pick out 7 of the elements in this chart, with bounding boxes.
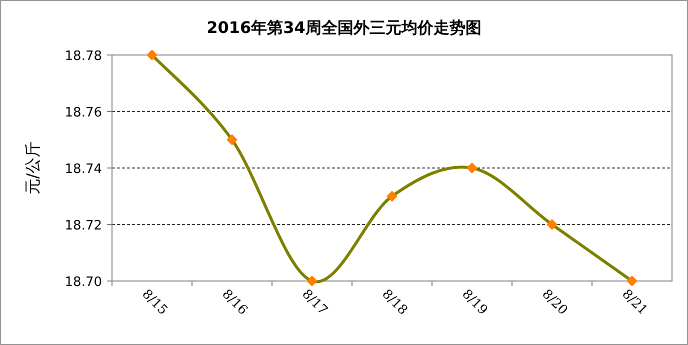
y-tick-label: 18.70 [64, 275, 102, 290]
y-tick-label: 18.76 [64, 106, 102, 120]
y-tick-label: 18.78 [64, 49, 102, 64]
y-axis-title: 元/公斤 [23, 141, 42, 195]
chart-title: 2016年第34周全国外三元均价走势图 [206, 18, 482, 37]
y-tick-label: 18.74 [64, 162, 102, 177]
y-tick-label: 18.72 [64, 218, 102, 234]
